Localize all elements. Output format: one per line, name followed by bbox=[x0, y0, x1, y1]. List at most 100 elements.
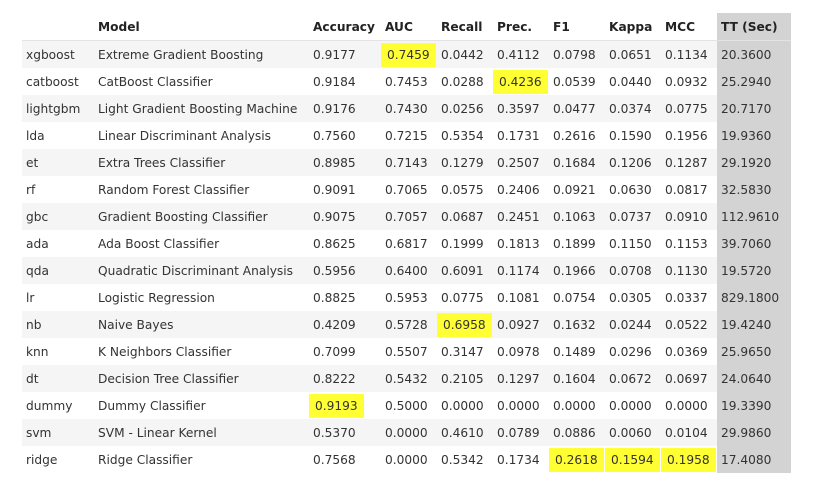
recall-cell: 0.5354 bbox=[437, 122, 493, 149]
row-index-cell: dummy bbox=[22, 392, 94, 419]
precision-cell: 0.2406 bbox=[493, 176, 549, 203]
precision-cell: 0.1731 bbox=[493, 122, 549, 149]
row-index-cell: dt bbox=[22, 365, 94, 392]
auc-cell: 0.5432 bbox=[381, 365, 437, 392]
tt-sec-cell: 829.1800 bbox=[717, 284, 791, 311]
model-name-cell: CatBoost Classifier bbox=[94, 68, 309, 95]
auc-cell: 0.0000 bbox=[381, 419, 437, 446]
precision-cell: 0.3597 bbox=[493, 95, 549, 122]
auc-cell: 0.7057 bbox=[381, 203, 437, 230]
kappa-cell: 0.0651 bbox=[605, 40, 661, 68]
model-name-cell: Dummy Classifier bbox=[94, 392, 309, 419]
tt-sec-cell: 20.7170 bbox=[717, 95, 791, 122]
accuracy-cell: 0.9184 bbox=[309, 68, 381, 95]
recall-cell: 0.0442 bbox=[437, 40, 493, 68]
model-name-cell: Ada Boost Classifier bbox=[94, 230, 309, 257]
recall-cell: 0.0775 bbox=[437, 284, 493, 311]
recall-cell: 0.0000 bbox=[437, 392, 493, 419]
header-model: Model bbox=[94, 13, 309, 41]
tt-sec-cell: 24.0640 bbox=[717, 365, 791, 392]
model-name-cell: Ridge Classifier bbox=[94, 446, 309, 473]
model-name-cell: K Neighbors Classifier bbox=[94, 338, 309, 365]
mcc-cell: 0.0522 bbox=[661, 311, 717, 338]
f1-cell: 0.1966 bbox=[549, 257, 605, 284]
accuracy-cell: 0.8222 bbox=[309, 365, 381, 392]
tt-sec-cell: 19.5720 bbox=[717, 257, 791, 284]
auc-cell: 0.7065 bbox=[381, 176, 437, 203]
tt-sec-cell: 19.9360 bbox=[717, 122, 791, 149]
tt-sec-cell: 39.7060 bbox=[717, 230, 791, 257]
mcc-cell: 0.0775 bbox=[661, 95, 717, 122]
table-row: qda Quadratic Discriminant Analysis 0.5956… bbox=[22, 257, 791, 284]
mcc-cell: 0.0932 bbox=[661, 68, 717, 95]
kappa-cell: 0.1150 bbox=[605, 230, 661, 257]
row-index-cell: lightgbm bbox=[22, 95, 94, 122]
f1-cell: 0.0798 bbox=[549, 40, 605, 68]
recall-cell: 0.1999 bbox=[437, 230, 493, 257]
table-row: rf Random Forest Classifier 0.9091 0.7065 0.… bbox=[22, 176, 791, 203]
accuracy-cell: 0.9177 bbox=[309, 40, 381, 68]
auc-cell: 0.7430 bbox=[381, 95, 437, 122]
precision-cell: 0.1813 bbox=[493, 230, 549, 257]
table-row: gbc Gradient Boosting Classifier 0.9075 0.7… bbox=[22, 203, 791, 230]
row-index-cell: rf bbox=[22, 176, 94, 203]
kappa-cell: 0.1206 bbox=[605, 149, 661, 176]
precision-cell: 0.2507 bbox=[493, 149, 549, 176]
row-index-cell: ridge bbox=[22, 446, 94, 473]
best-value-highlight: 0.7459 bbox=[381, 42, 436, 67]
tt-sec-cell: 19.3390 bbox=[717, 392, 791, 419]
recall-cell: 0.4610 bbox=[437, 419, 493, 446]
accuracy-cell: 0.9091 bbox=[309, 176, 381, 203]
table-body: xgboost Extreme Gradient Boosting 0.9177 0.… bbox=[22, 40, 791, 473]
auc-cell: 0.5953 bbox=[381, 284, 437, 311]
row-index-cell: et bbox=[22, 149, 94, 176]
f1-cell: 0.2616 bbox=[549, 122, 605, 149]
recall-cell: 0.6958 bbox=[437, 311, 493, 338]
accuracy-cell: 0.7568 bbox=[309, 446, 381, 473]
mcc-cell: 0.1134 bbox=[661, 40, 717, 68]
table-header-row: Model Accuracy AUC Recall Prec. F1 Kappa… bbox=[22, 13, 791, 41]
best-value-highlight: 0.2618 bbox=[549, 447, 604, 472]
precision-cell: 0.4236 bbox=[493, 68, 549, 95]
model-name-cell: Decision Tree Classifier bbox=[94, 365, 309, 392]
kappa-cell: 0.0296 bbox=[605, 338, 661, 365]
row-index-cell: catboost bbox=[22, 68, 94, 95]
auc-cell: 0.6817 bbox=[381, 230, 437, 257]
recall-cell: 0.0575 bbox=[437, 176, 493, 203]
kappa-cell: 0.0737 bbox=[605, 203, 661, 230]
auc-cell: 0.0000 bbox=[381, 446, 437, 473]
table-row: knn K Neighbors Classifier 0.7099 0.5507 0.3… bbox=[22, 338, 791, 365]
table-row: dummy Dummy Classifier 0.9193 0.5000 0.0000 0… bbox=[22, 392, 791, 419]
accuracy-cell: 0.4209 bbox=[309, 311, 381, 338]
row-index-cell: lr bbox=[22, 284, 94, 311]
tt-sec-cell: 17.4080 bbox=[717, 446, 791, 473]
f1-cell: 0.1604 bbox=[549, 365, 605, 392]
recall-cell: 0.0288 bbox=[437, 68, 493, 95]
accuracy-cell: 0.8825 bbox=[309, 284, 381, 311]
table-row: xgboost Extreme Gradient Boosting 0.9177 0.… bbox=[22, 40, 791, 68]
mcc-cell: 0.0817 bbox=[661, 176, 717, 203]
f1-cell: 0.1684 bbox=[549, 149, 605, 176]
precision-cell: 0.4112 bbox=[493, 40, 549, 68]
accuracy-cell: 0.7099 bbox=[309, 338, 381, 365]
model-name-cell: Extreme Gradient Boosting bbox=[94, 40, 309, 68]
auc-cell: 0.7215 bbox=[381, 122, 437, 149]
table-row: nb Naive Bayes 0.4209 0.5728 0.6958 0.0927 0.1… bbox=[22, 311, 791, 338]
kappa-cell: 0.1594 bbox=[605, 446, 661, 473]
header-tt-sec: TT (Sec) bbox=[717, 13, 791, 41]
recall-cell: 0.5342 bbox=[437, 446, 493, 473]
model-name-cell: SVM - Linear Kernel bbox=[94, 419, 309, 446]
accuracy-cell: 0.8985 bbox=[309, 149, 381, 176]
kappa-cell: 0.0244 bbox=[605, 311, 661, 338]
best-value-highlight: 0.1958 bbox=[661, 447, 716, 472]
model-name-cell: Light Gradient Boosting Machine bbox=[94, 95, 309, 122]
f1-cell: 0.1063 bbox=[549, 203, 605, 230]
accuracy-cell: 0.5370 bbox=[309, 419, 381, 446]
accuracy-cell: 0.9176 bbox=[309, 95, 381, 122]
auc-cell: 0.7459 bbox=[381, 40, 437, 68]
f1-cell: 0.1632 bbox=[549, 311, 605, 338]
tt-sec-cell: 20.3600 bbox=[717, 40, 791, 68]
kappa-cell: 0.0000 bbox=[605, 392, 661, 419]
model-name-cell: Random Forest Classifier bbox=[94, 176, 309, 203]
precision-cell: 0.0978 bbox=[493, 338, 549, 365]
